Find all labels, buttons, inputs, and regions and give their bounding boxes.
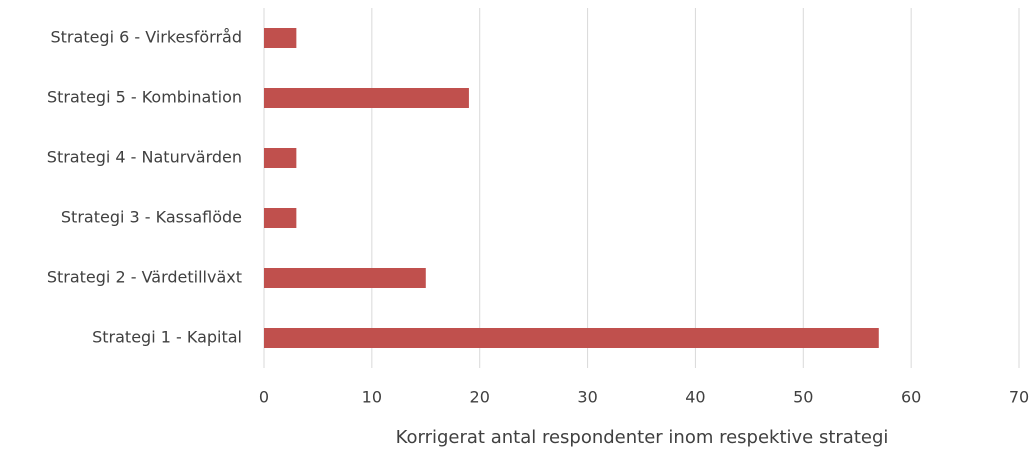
- bar: [264, 268, 426, 288]
- bar: [264, 148, 297, 168]
- y-tick-label: Strategi 2 - Värdetillväxt: [47, 268, 242, 287]
- x-tick-label: 0: [259, 388, 269, 407]
- y-tick-label: Strategi 1 - Kapital: [92, 328, 242, 347]
- y-tick-label: Strategi 6 - Virkesförråd: [51, 28, 243, 47]
- x-tick-label: 60: [901, 388, 921, 407]
- bar: [264, 208, 297, 228]
- bar: [264, 28, 297, 48]
- x-tick-label: 70: [1009, 388, 1029, 407]
- x-tick-label: 30: [577, 388, 597, 407]
- y-tick-label: Strategi 4 - Naturvärden: [47, 148, 242, 167]
- x-tick-label: 10: [362, 388, 382, 407]
- y-tick-label: Strategi 5 - Kombination: [47, 88, 242, 107]
- bar: [264, 328, 879, 348]
- bar: [264, 88, 469, 108]
- x-tick-label: 50: [793, 388, 813, 407]
- x-axis-label: Korrigerat antal respondenter inom respe…: [396, 427, 889, 448]
- y-tick-label: Strategi 3 - Kassaflöde: [61, 208, 242, 227]
- x-tick-label: 40: [685, 388, 705, 407]
- x-tick-label: 20: [470, 388, 490, 407]
